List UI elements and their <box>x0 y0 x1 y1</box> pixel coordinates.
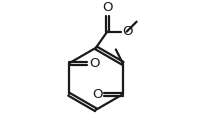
Text: O: O <box>90 57 100 70</box>
Text: O: O <box>122 25 132 38</box>
Text: O: O <box>92 88 102 101</box>
Text: O: O <box>102 1 112 14</box>
